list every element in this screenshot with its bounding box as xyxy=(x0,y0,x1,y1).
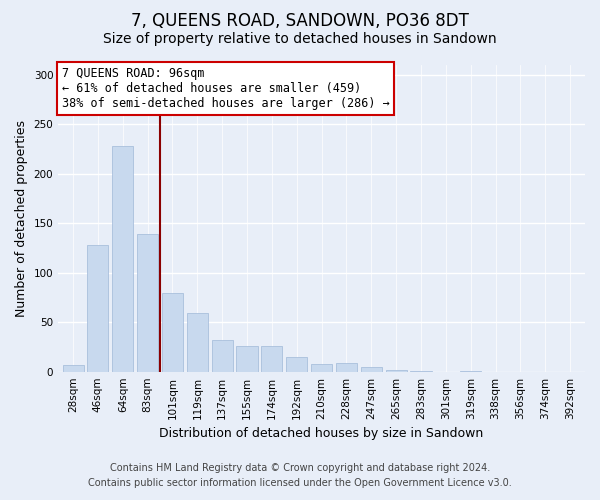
Bar xyxy=(336,363,357,372)
Bar xyxy=(286,357,307,372)
Bar xyxy=(386,370,407,372)
Text: Size of property relative to detached houses in Sandown: Size of property relative to detached ho… xyxy=(103,32,497,46)
Bar xyxy=(460,370,481,372)
Bar xyxy=(212,340,233,372)
Bar xyxy=(162,292,183,372)
Y-axis label: Number of detached properties: Number of detached properties xyxy=(15,120,28,317)
Bar xyxy=(410,370,431,372)
Text: 7, QUEENS ROAD, SANDOWN, PO36 8DT: 7, QUEENS ROAD, SANDOWN, PO36 8DT xyxy=(131,12,469,30)
Bar xyxy=(262,346,283,372)
Bar xyxy=(88,245,109,372)
Bar xyxy=(112,146,133,372)
Text: 7 QUEENS ROAD: 96sqm
← 61% of detached houses are smaller (459)
38% of semi-deta: 7 QUEENS ROAD: 96sqm ← 61% of detached h… xyxy=(62,67,389,110)
Bar xyxy=(361,366,382,372)
Bar xyxy=(187,314,208,372)
Bar xyxy=(311,364,332,372)
X-axis label: Distribution of detached houses by size in Sandown: Distribution of detached houses by size … xyxy=(160,427,484,440)
Bar xyxy=(62,365,83,372)
Text: Contains HM Land Registry data © Crown copyright and database right 2024.
Contai: Contains HM Land Registry data © Crown c… xyxy=(88,462,512,487)
Bar xyxy=(236,346,257,372)
Bar xyxy=(137,234,158,372)
